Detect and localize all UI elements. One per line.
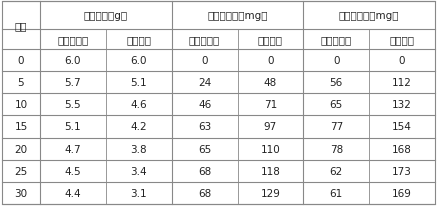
Text: 30: 30 [14, 188, 28, 198]
Text: 77: 77 [329, 122, 343, 132]
Text: 154: 154 [392, 122, 412, 132]
Text: 3.8: 3.8 [130, 144, 147, 154]
Text: 65: 65 [198, 144, 211, 154]
Text: 5.5: 5.5 [65, 100, 81, 110]
Text: 5.7: 5.7 [65, 78, 81, 88]
Text: 169: 169 [392, 188, 412, 198]
Text: 5.1: 5.1 [65, 122, 81, 132]
Text: 4.4: 4.4 [65, 188, 81, 198]
Text: 4.2: 4.2 [130, 122, 147, 132]
Text: 173: 173 [392, 166, 412, 176]
Text: 15: 15 [14, 122, 28, 132]
Text: 3.4: 3.4 [130, 166, 147, 176]
Text: 71: 71 [264, 100, 277, 110]
Text: 97: 97 [264, 122, 277, 132]
Text: 丛毛单胞菌: 丛毛单胞菌 [57, 35, 89, 45]
Text: 天数: 天数 [15, 21, 27, 31]
Text: 112: 112 [392, 78, 412, 88]
Text: 5.1: 5.1 [130, 78, 147, 88]
Text: 4.6: 4.6 [130, 100, 147, 110]
Text: 复合菌剂: 复合菌剂 [389, 35, 415, 45]
Text: 118: 118 [260, 166, 281, 176]
Text: 24: 24 [198, 78, 211, 88]
Text: 129: 129 [260, 188, 281, 198]
Text: 0: 0 [18, 56, 24, 66]
Text: 10: 10 [14, 100, 28, 110]
Text: 复合菌剂: 复合菌剂 [258, 35, 283, 45]
Text: 63: 63 [198, 122, 211, 132]
Text: 46: 46 [198, 100, 211, 110]
Text: 5: 5 [17, 78, 24, 88]
Text: 还原糖含量（mg）: 还原糖含量（mg） [207, 11, 268, 21]
Text: 68: 68 [198, 188, 211, 198]
Text: 4.5: 4.5 [65, 166, 81, 176]
Text: 0: 0 [267, 56, 274, 66]
Text: 61: 61 [329, 188, 343, 198]
Text: 0: 0 [333, 56, 340, 66]
Text: 0: 0 [201, 56, 208, 66]
Text: 6.0: 6.0 [131, 56, 147, 66]
Text: 56: 56 [329, 78, 343, 88]
Text: 6.0: 6.0 [65, 56, 81, 66]
Text: 65: 65 [329, 100, 343, 110]
Text: 110: 110 [260, 144, 280, 154]
Text: 丛毛单胞菌: 丛毛单胞菌 [189, 35, 220, 45]
Text: 3.1: 3.1 [130, 188, 147, 198]
Text: 132: 132 [392, 100, 412, 110]
Text: 0: 0 [399, 56, 406, 66]
Text: 丛毛单胞菌: 丛毛单胞菌 [321, 35, 352, 45]
Text: 78: 78 [329, 144, 343, 154]
Text: 秸秆重量（g）: 秸秆重量（g） [84, 11, 128, 21]
Text: 168: 168 [392, 144, 412, 154]
Text: 68: 68 [198, 166, 211, 176]
Text: 48: 48 [264, 78, 277, 88]
Text: 复合菌剂: 复合菌剂 [126, 35, 151, 45]
Text: 25: 25 [14, 166, 28, 176]
Text: 4.7: 4.7 [65, 144, 81, 154]
Text: 20: 20 [14, 144, 28, 154]
Text: 粗蛋白含量（mg）: 粗蛋白含量（mg） [339, 11, 399, 21]
Text: 62: 62 [329, 166, 343, 176]
